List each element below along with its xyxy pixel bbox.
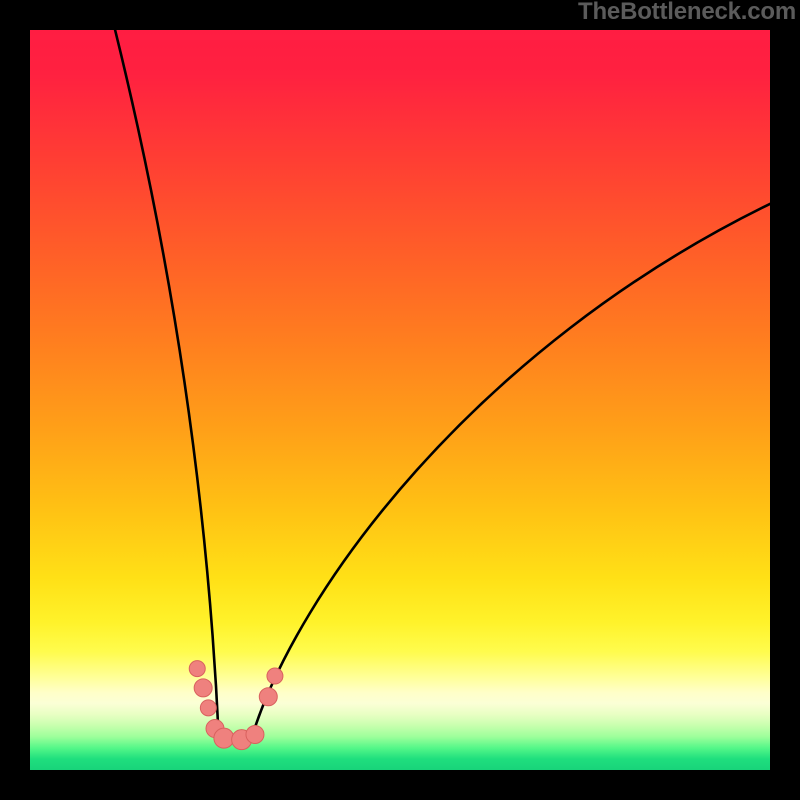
curve-marker [189, 661, 205, 677]
plot-area [30, 30, 770, 770]
curve-marker [246, 725, 264, 743]
chart-svg [30, 30, 770, 770]
chart-frame: TheBottleneck.com [0, 0, 800, 800]
curve-marker [267, 668, 283, 684]
curve-marker [194, 679, 212, 697]
watermark-text: TheBottleneck.com [578, 0, 796, 26]
curve-marker [259, 688, 277, 706]
curve-marker [200, 700, 216, 716]
curve-marker [214, 728, 234, 748]
